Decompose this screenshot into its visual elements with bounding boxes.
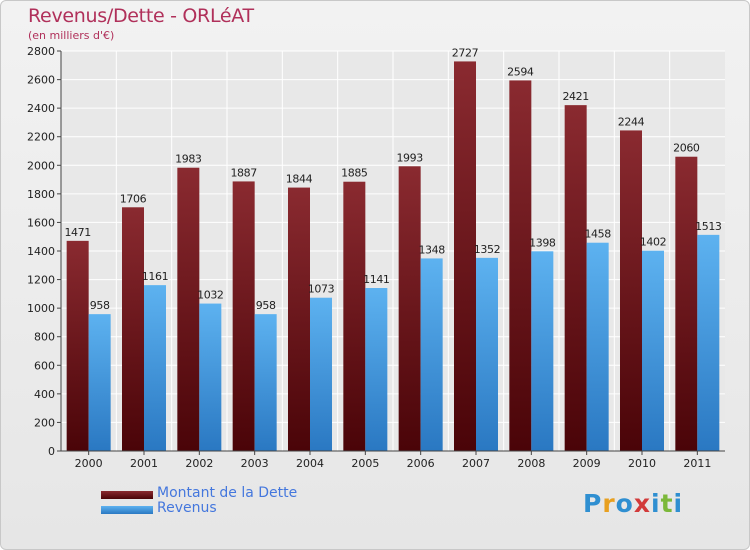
logo-letter: o	[615, 489, 634, 518]
bar-dette-2003	[232, 181, 255, 451]
bar-revenus-2004	[310, 297, 332, 451]
bar-dette-2008	[509, 80, 532, 451]
data-label-dette-2005: 1885	[341, 167, 368, 180]
x-tick-label-2001: 2001	[130, 457, 158, 470]
data-label-revenus-2003: 958	[256, 299, 276, 312]
y-tick-label: 200	[34, 416, 55, 429]
logo-letter: x	[633, 489, 651, 518]
legend-swatch-revenus	[101, 506, 153, 514]
data-label-revenus-2000: 958	[90, 299, 110, 312]
bar-revenus-2006	[420, 258, 443, 451]
x-tick-label-2004: 2004	[296, 457, 324, 470]
bar-dette-2010	[620, 130, 642, 451]
data-label-revenus-2011: 1513	[695, 220, 722, 233]
x-tick-label-2000: 2000	[75, 457, 103, 470]
y-tick-label: 0	[48, 445, 55, 458]
data-label-revenus-2001: 1161	[142, 270, 168, 283]
x-tick-label-2009: 2009	[573, 457, 601, 470]
y-tick-label: 2600	[27, 74, 55, 87]
data-label-revenus-2004: 1073	[308, 283, 335, 296]
data-label-revenus-2005: 1141	[363, 273, 389, 286]
bar-dette-2011	[675, 156, 698, 451]
data-label-dette-2002: 1983	[175, 153, 202, 166]
bar-dette-2004	[288, 187, 310, 452]
bar-dette-2000	[66, 240, 89, 451]
bar-revenus-2002	[199, 303, 222, 451]
x-tick-label-2008: 2008	[517, 457, 545, 470]
data-label-dette-2008: 2594	[507, 65, 534, 78]
chart-subtitle: (en milliers d'€)	[28, 29, 115, 42]
y-tick-label: 2200	[27, 131, 55, 144]
bar-dette-2002	[177, 167, 200, 451]
y-tick-label: 1000	[27, 302, 55, 315]
bar-revenus-2007	[476, 257, 498, 451]
bar-dette-2007	[454, 61, 476, 452]
data-label-dette-2011: 2060	[673, 142, 700, 155]
bars	[66, 61, 720, 452]
logo-letter: i	[673, 489, 684, 518]
data-label-dette-2001: 1706	[120, 192, 147, 205]
data-label-dette-2006: 1993	[396, 151, 423, 164]
logo-letter: i	[651, 489, 661, 518]
logo-letter: r	[602, 489, 616, 518]
data-labels: 1471 1706 1983 1887 1844 1885 1993 2727 2594 2421…	[64, 46, 722, 312]
data-label-revenus-2006: 1348	[418, 243, 445, 256]
x-tick-label-2007: 2007	[462, 457, 490, 470]
x-tick-label-2006: 2006	[407, 457, 435, 470]
bar-dette-2005	[343, 181, 366, 451]
y-tick-label: 2800	[27, 45, 55, 58]
logo-letter: t	[660, 489, 674, 518]
legend-swatch-dette	[101, 491, 153, 499]
y-tick-label: 600	[34, 359, 55, 372]
x-tick-label-2002: 2002	[185, 457, 213, 470]
y-tick-label: 1800	[27, 188, 55, 201]
x-tick-label-2010: 2010	[628, 457, 656, 470]
bar-revenus-2010	[642, 250, 664, 451]
data-label-revenus-2010: 1402	[640, 236, 666, 249]
bar-revenus-2011	[697, 234, 720, 451]
bar-dette-2001	[122, 207, 144, 451]
y-tick-label: 1600	[27, 216, 55, 229]
logo-letter: P	[583, 489, 603, 518]
data-label-dette-2000: 1471	[64, 226, 90, 239]
y-tick-label: 1200	[27, 274, 55, 287]
bar-revenus-2008	[531, 251, 554, 451]
y-tick-label: 400	[34, 388, 55, 401]
bar-dette-2009	[564, 105, 587, 452]
data-label-dette-2010: 2244	[618, 115, 645, 128]
data-label-revenus-2009: 1458	[584, 228, 611, 241]
bar-revenus-2005	[365, 288, 388, 451]
x-tick-label-2011: 2011	[683, 457, 711, 470]
legend-label-revenus: Revenus	[157, 500, 217, 516]
x-tick-label-2005: 2005	[351, 457, 379, 470]
data-label-revenus-2008: 1398	[529, 236, 556, 249]
data-label-dette-2009: 2421	[562, 90, 588, 103]
data-label-revenus-2002: 1032	[197, 289, 223, 302]
y-tick-label: 800	[34, 331, 55, 344]
bar-revenus-2009	[586, 242, 609, 451]
bar-revenus-2000	[88, 314, 111, 451]
data-label-dette-2004: 1844	[286, 173, 313, 186]
legend-label-dette: Montant de la Dette	[157, 485, 298, 501]
y-tick-label: 2400	[27, 102, 55, 115]
data-label-dette-2007: 2727	[452, 46, 479, 59]
axes: 0 200 400 600 800 1000 1200 1400 1600 1800 2000 220…	[27, 45, 725, 470]
proxiti-logo: Proxiti	[583, 489, 683, 518]
data-label-dette-2003: 1887	[230, 166, 257, 179]
bar-revenus-2001	[144, 285, 166, 451]
x-tick-label-2003: 2003	[241, 457, 269, 470]
y-tick-label: 2000	[27, 159, 55, 172]
bar-revenus-2003	[254, 314, 277, 451]
grid	[61, 50, 725, 452]
bar-dette-2006	[398, 166, 421, 452]
y-tick-label: 1400	[27, 245, 55, 258]
chart-title: Revenus/Dette - ORLéAT	[28, 5, 254, 27]
data-label-revenus-2007: 1352	[474, 243, 500, 256]
